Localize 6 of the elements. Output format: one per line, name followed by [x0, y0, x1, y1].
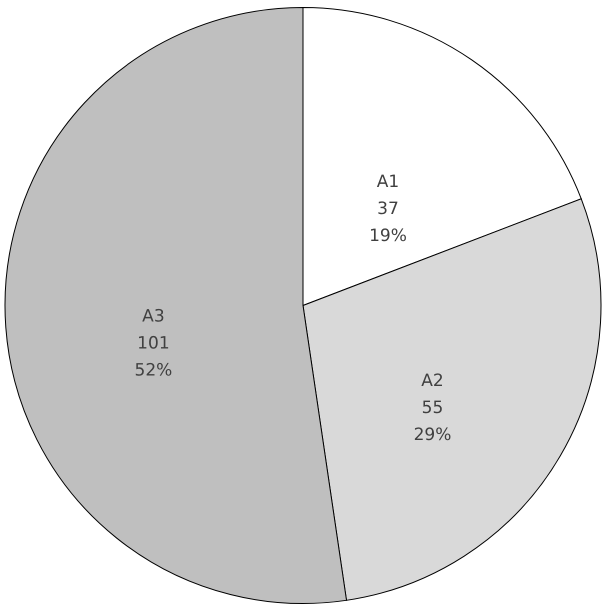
data-label: 55 29%: [414, 398, 452, 446]
data-label: 37 19%: [369, 198, 407, 246]
data-label: 101 52%: [134, 333, 172, 380]
slice-label: A1: [376, 172, 400, 192]
slice-label: A3: [142, 306, 165, 326]
slice-label: A2: [421, 371, 444, 392]
